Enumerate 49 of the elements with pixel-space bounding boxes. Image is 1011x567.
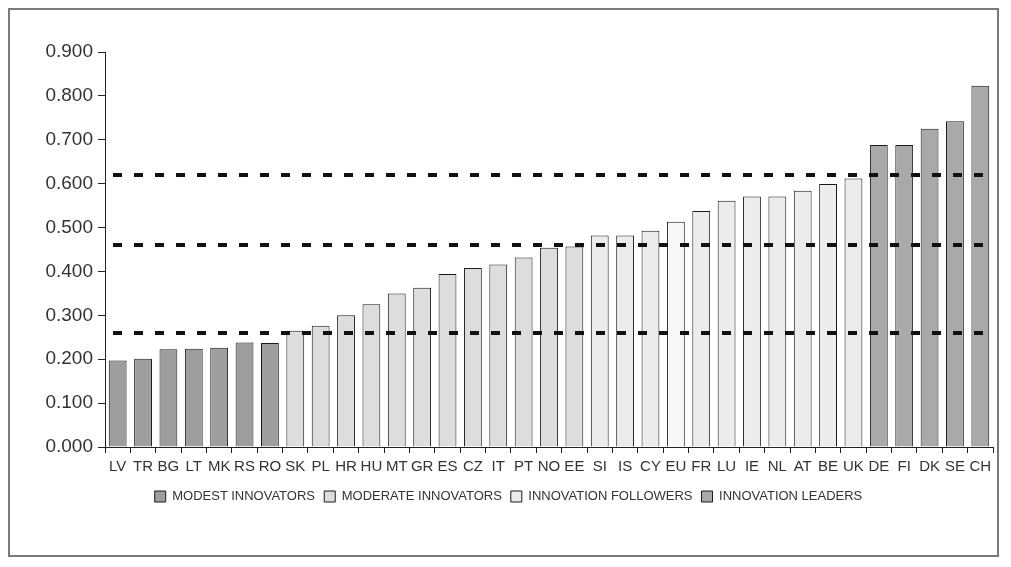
x-tick-label: EU — [665, 457, 687, 475]
y-tick-label: 0.800 — [45, 84, 93, 106]
y-tick-label: 0.100 — [45, 391, 93, 413]
x-tick-label: AT — [793, 457, 812, 475]
legend-label: MODERATE INNOVATORS — [341, 488, 503, 504]
y-tick-label: 0.200 — [45, 347, 93, 369]
x-tick-label: IE — [744, 457, 760, 475]
y-tick-label: 0.900 — [45, 40, 93, 62]
x-tick-label: PL — [311, 457, 330, 475]
x-tick-label: RS — [234, 457, 255, 475]
x-tick-label: UK — [843, 457, 864, 475]
y-tick-label: 0.400 — [45, 259, 93, 281]
x-tick-label: FR — [691, 457, 712, 475]
x-tick-label: RO — [258, 457, 282, 475]
x-tick-label: MK — [207, 457, 231, 475]
x-tick-label: FI — [897, 457, 911, 475]
x-tick-label: LT — [185, 457, 202, 475]
legend-label: INNOVATION LEADERS — [719, 488, 863, 504]
x-tick-label: SK — [285, 457, 306, 475]
x-tick-label: CZ — [462, 457, 483, 475]
x-tick-label: NO — [537, 457, 561, 475]
x-tick-label: GR — [410, 457, 434, 475]
x-tick-label: MT — [385, 457, 408, 475]
x-tick-label: IT — [491, 457, 505, 475]
x-tick-label: DK — [919, 457, 940, 475]
x-tick-label: LU — [717, 457, 737, 475]
x-tick-label: HR — [335, 457, 358, 475]
y-tick-label: 0.300 — [45, 303, 93, 325]
x-tick-label: DE — [868, 457, 890, 475]
x-tick-label: SI — [592, 457, 607, 475]
y-tick-label: 0.000 — [45, 435, 93, 457]
legend-label: INNOVATION FOLLOWERS — [528, 488, 693, 504]
x-tick-label: EE — [564, 457, 585, 475]
y-tick-label: 0.700 — [45, 128, 93, 150]
y-tick-label: 0.500 — [45, 215, 93, 237]
y-tick-label: 0.600 — [45, 171, 93, 193]
legend-label: MODEST INNOVATORS — [172, 488, 316, 504]
x-tick-label: SE — [944, 457, 965, 475]
x-tick-label: LV — [109, 457, 127, 475]
x-tick-label: CY — [640, 457, 661, 475]
x-tick-label: BE — [818, 457, 839, 475]
x-tick-label: IS — [618, 457, 633, 475]
x-tick-label: BG — [157, 457, 180, 475]
x-tick-label: CH — [969, 457, 992, 475]
x-tick-label: NL — [767, 457, 787, 475]
x-tick-label: ES — [437, 457, 458, 475]
x-tick-label: PT — [514, 457, 534, 475]
x-tick-label: HU — [360, 457, 383, 475]
x-tick-label: TR — [133, 457, 154, 475]
